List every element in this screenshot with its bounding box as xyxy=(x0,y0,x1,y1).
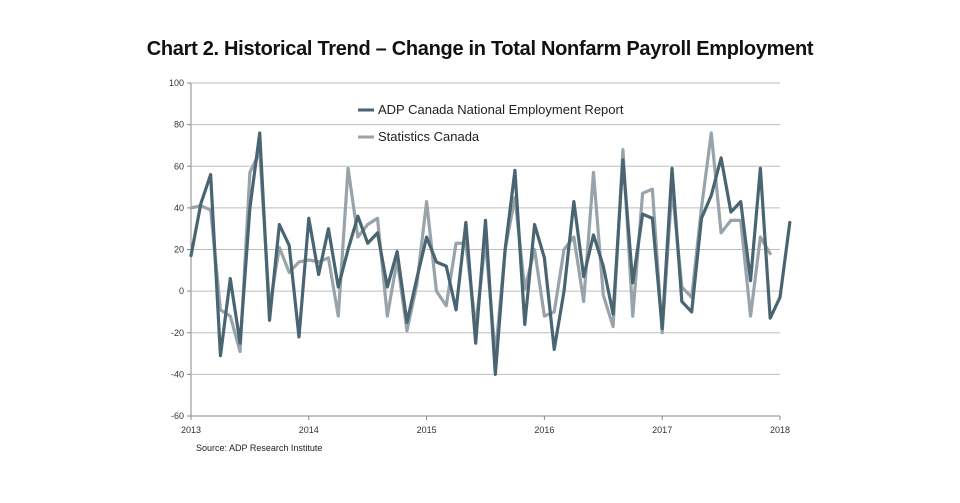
chart-title: Chart 2. Historical Trend – Change in To… xyxy=(146,38,814,60)
y-tick-label: -20 xyxy=(171,328,184,338)
x-tick-label: 2016 xyxy=(534,425,554,435)
y-tick-label: -40 xyxy=(171,369,184,379)
y-tick-label: 80 xyxy=(174,120,184,130)
y-tick-label: 100 xyxy=(169,78,184,88)
x-tick-label: 2018 xyxy=(770,425,790,435)
legend: ADP Canada National Employment Report St… xyxy=(358,102,624,144)
y-tick-label: 40 xyxy=(174,203,184,213)
series-group xyxy=(189,131,792,376)
x-tick-label: 2013 xyxy=(181,425,201,435)
x-axis: 2013 2014 2015 2016 2017 2018 xyxy=(181,416,790,435)
legend-label-adp: ADP Canada National Employment Report xyxy=(378,102,624,117)
legend-label-statcan: Statistics Canada xyxy=(378,129,480,144)
x-tick-label: 2017 xyxy=(652,425,672,435)
y-tick-label: 20 xyxy=(174,245,184,255)
y-tick-label: -60 xyxy=(171,411,184,421)
y-tick-label: 0 xyxy=(179,286,184,296)
x-tick-label: 2015 xyxy=(417,425,437,435)
series-line-adp xyxy=(189,131,792,376)
y-tick-label: 60 xyxy=(174,161,184,171)
source-note: Source: ADP Research Institute xyxy=(196,443,323,453)
x-tick-label: 2014 xyxy=(299,425,319,435)
